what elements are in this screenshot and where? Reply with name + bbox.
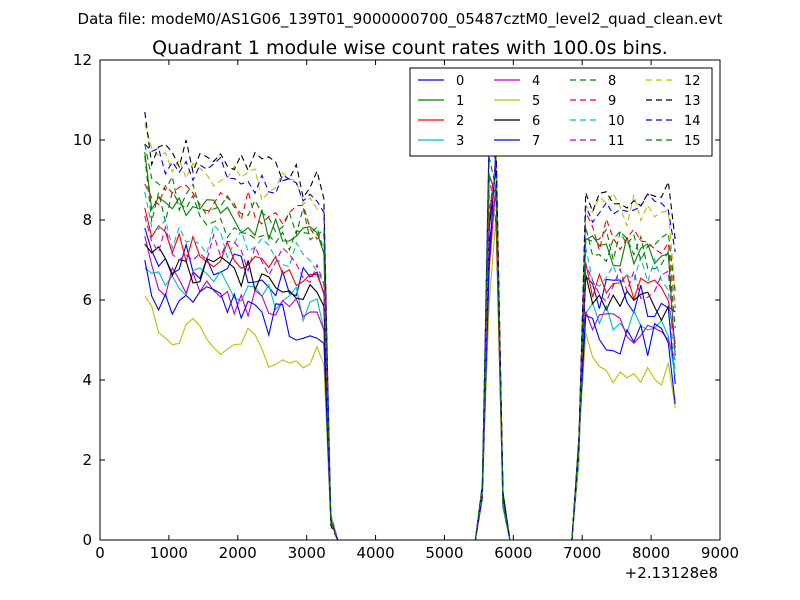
x-tick-label: 6000 xyxy=(494,544,532,562)
legend-label-14: 14 xyxy=(684,114,701,129)
x-offset-label: +2.13128e8 xyxy=(625,564,718,582)
legend-label-9: 9 xyxy=(608,94,616,109)
y-tick-label: 0 xyxy=(82,531,92,549)
legend-label-10: 10 xyxy=(608,114,625,129)
x-tick-label: 5000 xyxy=(425,544,463,562)
legend-label-1: 1 xyxy=(456,94,464,109)
figure-suptitle: Data file: modeM0/AS1G06_139T01_90000007… xyxy=(78,10,723,29)
legend-label-0: 0 xyxy=(456,74,464,89)
x-tick-label: 2000 xyxy=(219,544,257,562)
x-tick-label: 1000 xyxy=(150,544,188,562)
axes: 0 1000 2000 3000 4000 5000 6000 7000 8000 9000 0 2 4… xyxy=(73,51,739,562)
y-tick-label: 10 xyxy=(73,131,92,149)
legend-label-11: 11 xyxy=(608,134,625,149)
legend-label-12: 12 xyxy=(684,74,701,89)
x-tick-label: 9000 xyxy=(701,544,739,562)
x-tick-label: 4000 xyxy=(356,544,394,562)
legend-label-15: 15 xyxy=(684,134,701,149)
y-tick-label: 4 xyxy=(82,371,92,389)
x-tick-label: 3000 xyxy=(288,544,326,562)
chart-title: Quadrant 1 module wise count rates with … xyxy=(152,37,668,59)
legend-label-7: 7 xyxy=(532,134,540,149)
legend-label-6: 6 xyxy=(532,114,540,129)
legend-label-5: 5 xyxy=(532,94,540,109)
series-line-14 xyxy=(144,132,676,541)
legend-label-3: 3 xyxy=(456,134,464,149)
x-tick-label: 0 xyxy=(95,544,105,562)
x-tick-label: 8000 xyxy=(632,544,670,562)
legend-label-4: 4 xyxy=(532,74,540,89)
x-tick-label: 7000 xyxy=(563,544,601,562)
y-tick-label: 6 xyxy=(82,291,92,309)
y-tick-label: 2 xyxy=(82,451,92,469)
legend-label-2: 2 xyxy=(456,114,464,129)
legend-box xyxy=(409,67,713,157)
legend-label-13: 13 xyxy=(684,94,701,109)
y-tick-label: 8 xyxy=(82,211,92,229)
y-tick-label: 12 xyxy=(73,51,92,69)
legend-label-8: 8 xyxy=(608,74,616,89)
